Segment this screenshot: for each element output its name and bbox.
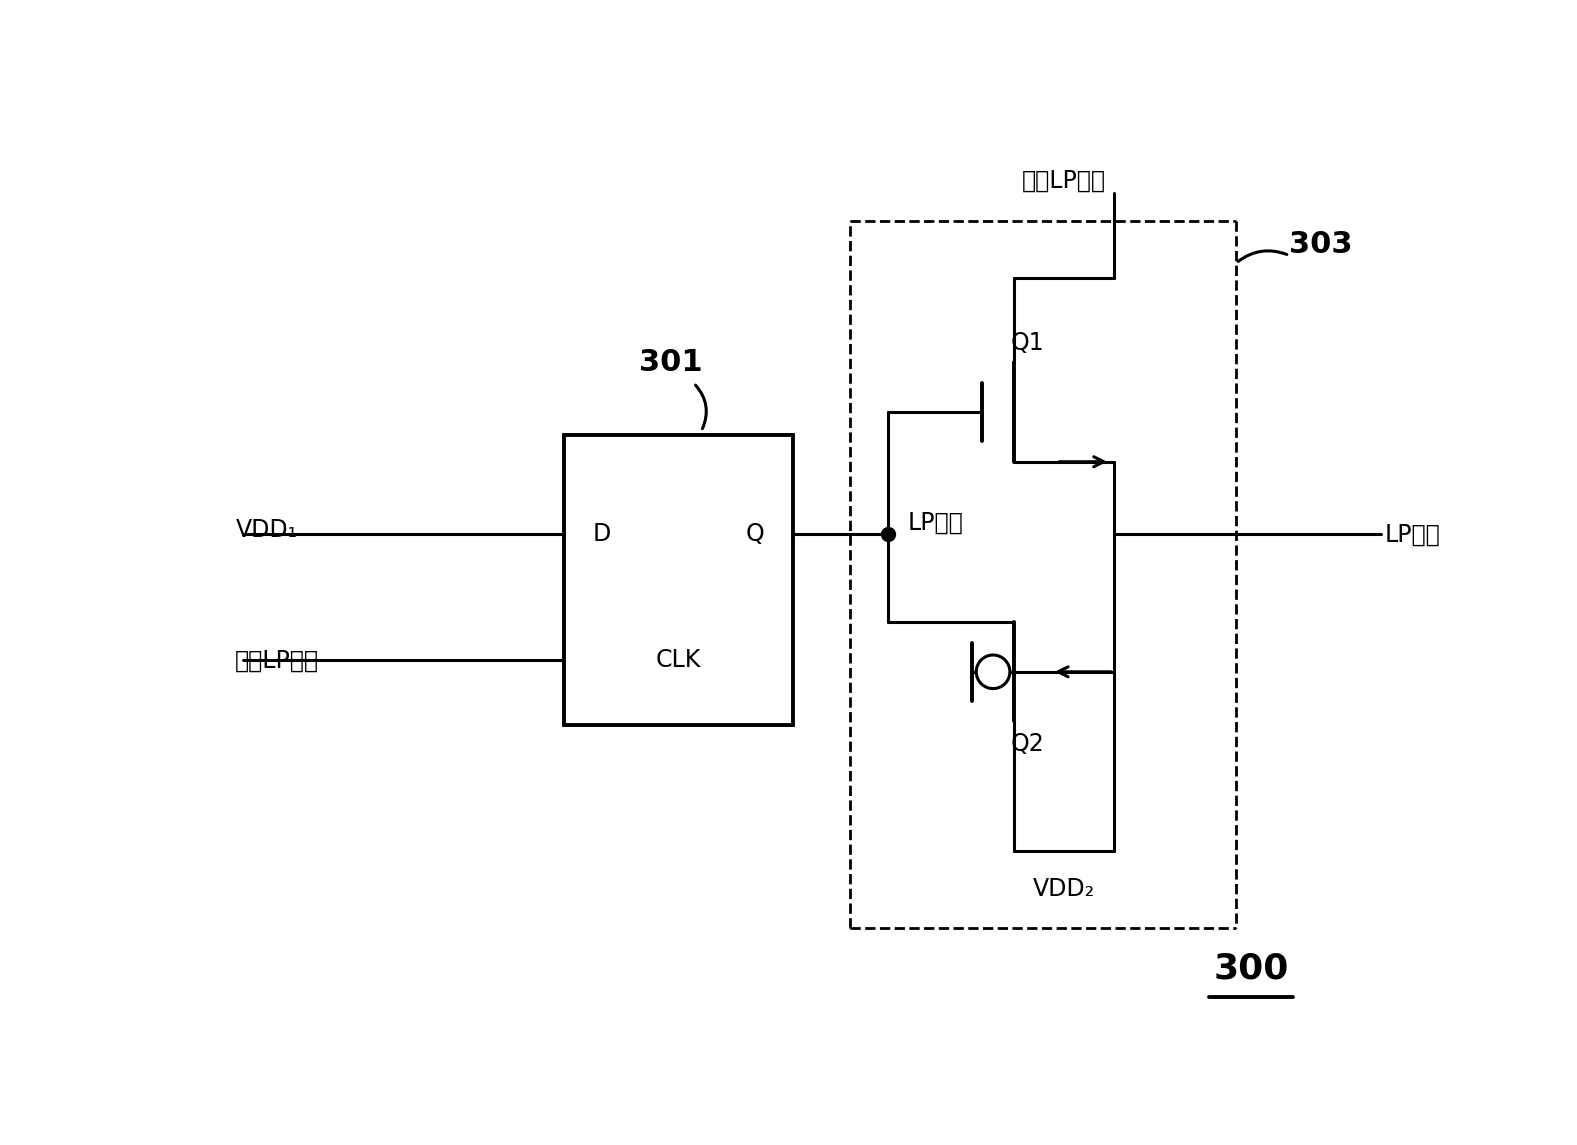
Circle shape (976, 655, 1009, 688)
Text: LP延遲: LP延遲 (907, 511, 964, 535)
Text: 301: 301 (639, 348, 702, 377)
Text: LP輸出: LP輸出 (1385, 522, 1441, 546)
Bar (563, 435, 793, 725)
Text: VDD₁: VDD₁ (235, 519, 298, 543)
Text: 303: 303 (1290, 229, 1353, 259)
Text: Q2: Q2 (1011, 733, 1044, 757)
Text: Q: Q (746, 522, 763, 546)
Text: D: D (593, 522, 610, 546)
Text: Q1: Q1 (1011, 331, 1044, 355)
Text: 第一LP訊號: 第一LP訊號 (235, 648, 319, 672)
Text: 第二LP訊號: 第二LP訊號 (1022, 168, 1105, 192)
Text: CLK: CLK (656, 648, 702, 672)
Text: 300: 300 (1214, 951, 1288, 985)
Text: VDD₂: VDD₂ (1033, 877, 1094, 901)
